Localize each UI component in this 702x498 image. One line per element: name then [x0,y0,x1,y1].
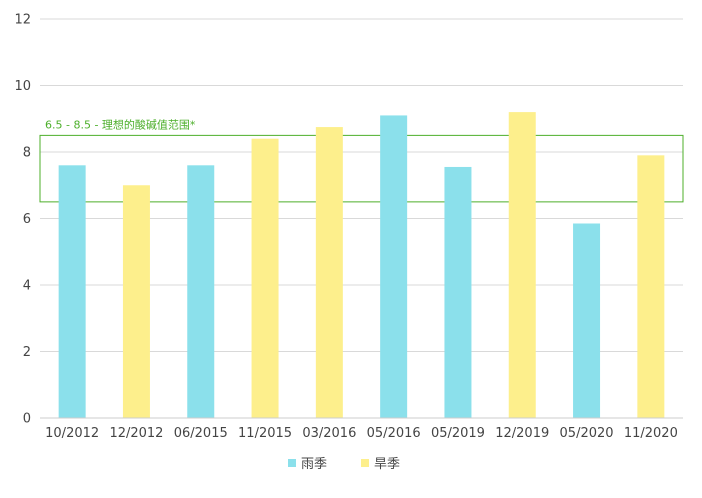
ideal-ph-band: 6.5 - 8.5 - 理想的酸碱值范围* [39,117,684,203]
x-tick-label: 10/2012 [45,426,99,441]
bar [251,138,279,418]
x-tick-label: 05/2016 [367,426,421,441]
ideal-range-box [39,134,684,203]
x-tick-label: 11/2020 [624,426,678,441]
y-tick-label: 2 [23,345,31,360]
x-tick-label: 12/2019 [495,426,549,441]
y-tick-label: 12 [14,13,31,28]
y-tick-label: 4 [23,279,31,294]
bar [187,165,215,418]
legend-label: 雨季 [301,457,327,472]
bar [380,115,408,419]
y-tick-label: 0 [23,412,31,427]
bars [58,112,665,419]
bar [573,223,601,418]
x-tick-label: 05/2019 [431,426,485,441]
x-tick-label: 06/2015 [174,426,228,441]
x-tick-label: 03/2016 [302,426,356,441]
legend: 雨季 旱季 [288,457,400,472]
legend-swatch [288,459,296,467]
bar [122,185,150,418]
x-tick-label: 12/2012 [109,426,163,441]
y-tick-label: 6 [23,212,31,227]
legend-label: 旱季 [374,457,400,472]
legend-swatch [361,459,369,467]
bar [637,155,665,418]
bar [315,127,343,418]
x-tick-label: 11/2015 [238,426,292,441]
y-tick-label: 10 [14,79,31,94]
bar [58,165,86,418]
bar [508,112,536,418]
bar [444,166,472,418]
ideal-range-label: 6.5 - 8.5 - 理想的酸碱值范围* [45,117,196,131]
axes: 0 2 4 6 8 10 12 10/2012 12/2012 06/2015 11/2015 03/… [14,13,683,441]
y-tick-label: 8 [23,146,31,161]
x-tick-label: 05/2020 [560,426,614,441]
